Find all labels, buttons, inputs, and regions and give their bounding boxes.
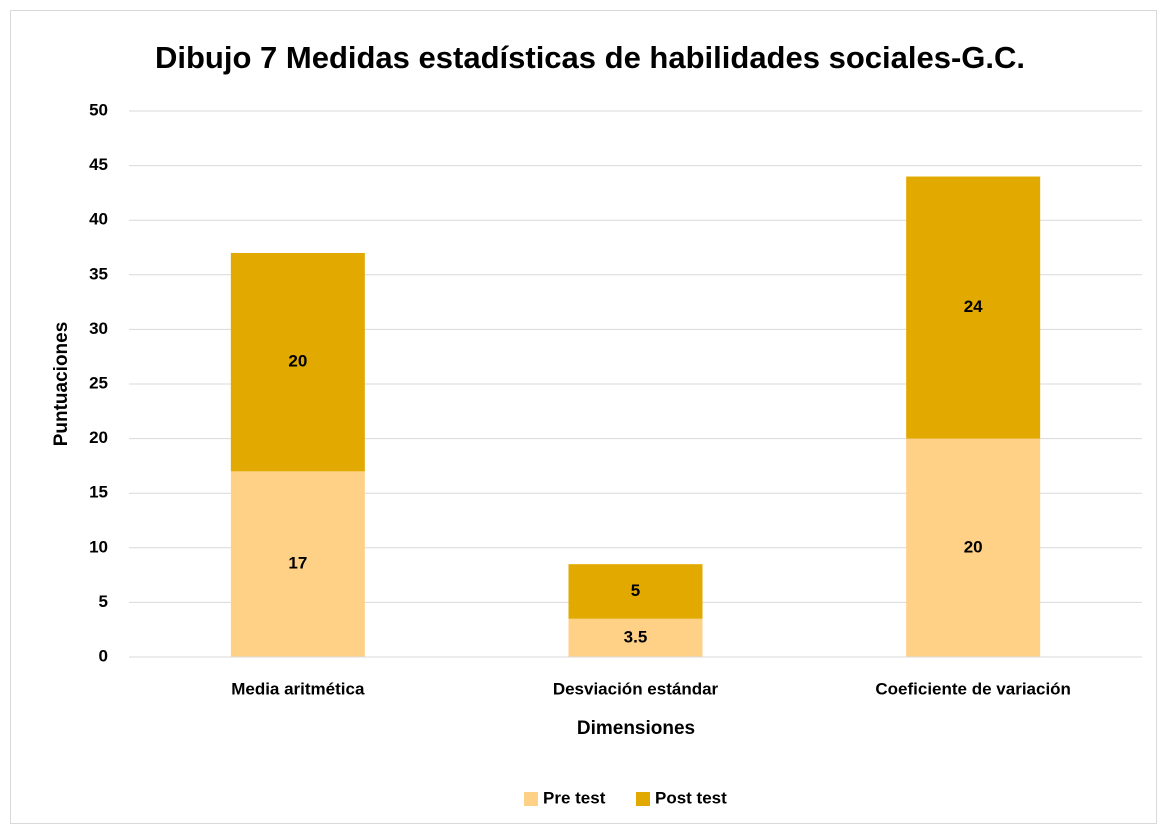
data-label: 17 [288, 554, 307, 573]
bar-segment [230, 252, 365, 472]
bar-segment [906, 176, 1041, 439]
legend-label: Pre test [543, 788, 606, 807]
bar-segment [230, 471, 365, 657]
y-axis-title: Puntuaciones [51, 322, 72, 447]
data-label: 24 [964, 297, 983, 316]
y-tick-label: 15 [89, 483, 108, 502]
legend-label: Post test [655, 788, 727, 807]
bar-segment [906, 438, 1041, 657]
data-label: 20 [964, 537, 983, 556]
chart-title: Dibujo 7 Medidas estadísticas de habilid… [155, 40, 1025, 75]
data-label: 3.5 [624, 627, 648, 646]
bar-segment [568, 564, 703, 619]
bar-segment [568, 618, 703, 657]
legend-swatch [524, 792, 538, 806]
y-tick-label: 0 [99, 646, 108, 665]
y-tick-label: 25 [89, 373, 108, 392]
legend-swatch [636, 792, 650, 806]
y-tick-label: 45 [89, 155, 108, 174]
x-tick-label: Media aritmética [231, 679, 365, 698]
y-tick-label: 35 [89, 264, 108, 283]
y-tick-label: 20 [89, 428, 108, 447]
data-label: 20 [288, 352, 307, 371]
y-tick-label: 40 [89, 210, 108, 229]
y-tick-label: 30 [89, 319, 108, 338]
y-tick-label: 10 [89, 537, 108, 556]
y-tick-label: 5 [99, 592, 108, 611]
x-tick-label: Coeficiente de variación [875, 679, 1071, 698]
x-axis-title: Dimensiones [577, 718, 695, 739]
x-tick-label: Desviación estándar [553, 679, 719, 698]
y-tick-label: 50 [89, 100, 108, 119]
data-label: 5 [631, 581, 640, 600]
